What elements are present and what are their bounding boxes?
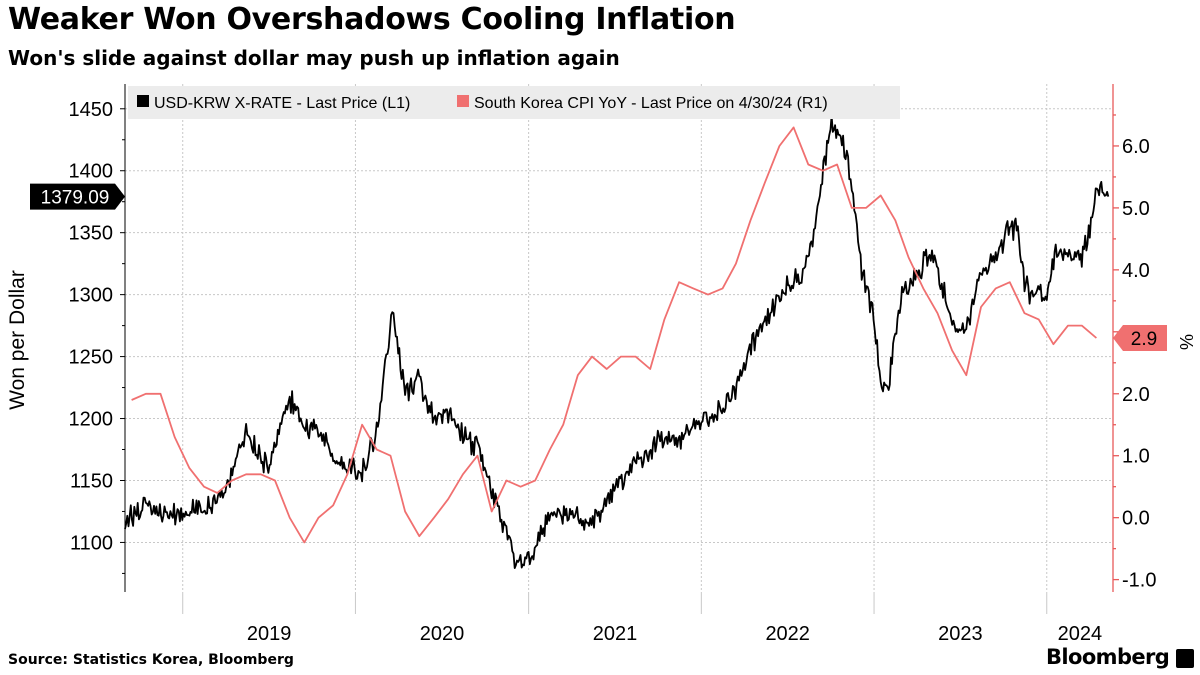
last-value-label-cpi: 2.9	[1131, 329, 1157, 350]
y-tick-label: 1300	[69, 285, 114, 307]
x-tick-label: 2022	[765, 623, 810, 645]
last-value-tags: 1379.09 2.9	[30, 183, 1167, 351]
legend-label-cpi: South Korea CPI YoY - Last Price on 4/30…	[474, 95, 828, 112]
x-tick-label: 2020	[420, 623, 465, 645]
y2-tick-label: 4.0	[1122, 260, 1150, 282]
last-value-tag-usdkrw	[30, 183, 125, 210]
chart-title: Weaker Won Overshadows Cooling Inflation	[8, 2, 736, 37]
last-value-label-usdkrw: 1379.09	[41, 188, 110, 209]
y-tick-label: 1250	[69, 347, 114, 369]
series-line-usdkrw	[124, 114, 1110, 569]
chart-lines	[124, 114, 1110, 569]
y2-tick-label: 5.0	[1122, 198, 1150, 220]
y2-tick-label: 0.0	[1122, 508, 1150, 530]
last-value-tag-cpi	[1113, 325, 1167, 351]
chart-legend: USD-KRW X-RATE - Last Price (L1) South Ko…	[128, 86, 900, 119]
series-line-cpi	[131, 126, 1097, 544]
chart-grid	[125, 84, 1113, 592]
legend-label-usdkrw: USD-KRW X-RATE - Last Price (L1)	[154, 95, 410, 112]
legend-background	[128, 86, 900, 119]
x-tick-label: 2023	[938, 623, 983, 645]
y-tick-label: 1150	[70, 470, 113, 492]
chart-subtitle: Won's slide against dollar may push up i…	[8, 46, 620, 70]
y2-tick-label: 2.0	[1122, 384, 1150, 406]
y2-axis-title: %	[1176, 334, 1196, 350]
y2-tick-label: -1.0	[1122, 570, 1156, 592]
bloomberg-logo: Bloomberg	[1046, 645, 1170, 669]
y-axis-title: Won per Dollar	[6, 270, 29, 410]
y2-tick-label: 6.0	[1122, 136, 1150, 158]
bloomberg-icon	[1176, 649, 1194, 668]
legend-swatch-usdkrw	[137, 95, 149, 107]
y-tick-label: 1100	[70, 532, 113, 554]
y-tick-label: 1450	[69, 99, 114, 121]
x-tick-label: 2019	[247, 623, 292, 645]
legend-swatch-cpi	[457, 95, 469, 107]
y-tick-label: 1350	[69, 223, 114, 245]
x-tick-label: 2024	[1058, 623, 1103, 645]
y-tick-label: 1200	[69, 409, 114, 431]
source-note: Source: Statistics Korea, Bloomberg	[8, 652, 294, 668]
y-tick-label: 1400	[69, 161, 114, 183]
y2-tick-label: 1.0	[1122, 446, 1150, 468]
x-tick-label: 2021	[593, 623, 638, 645]
